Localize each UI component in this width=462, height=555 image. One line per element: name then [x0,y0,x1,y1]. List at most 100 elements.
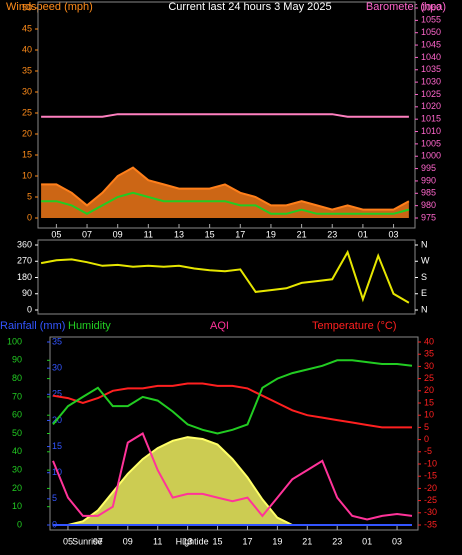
x-tick-label: 01 [362,536,372,546]
x-tick-label: 15 [213,536,223,546]
y2-tick-label: -35 [424,519,437,529]
y2-tick-label: 40 [424,336,434,346]
y2-tick-label: 30 [424,361,434,371]
x-tick-label: 17 [235,229,245,239]
y2-tick-label: 1025 [421,89,441,99]
y2-tick-label: -10 [424,458,437,468]
y2-axis-title: Barometer (hpa) [366,1,446,13]
y2-tick-label: -20 [424,483,437,493]
aqi-label: AQI [210,320,229,332]
y2-tick-label: 0 [424,434,429,444]
y3-tick-label: 25 [52,389,62,399]
x-tick-label: 03 [389,229,399,239]
temperature-axis-title: Temperature (°C) [312,320,396,332]
y3-tick-label: 35 [52,336,62,346]
annotation: Sunrise [72,536,103,546]
x-tick-label: 07 [82,229,92,239]
y2-tick-label: 1015 [421,114,441,124]
y-tick-label: 270 [17,256,32,266]
y2-tick-label: 1035 [421,64,441,74]
y-tick-label: 80 [12,373,22,383]
y-tick-label: 5 [27,191,32,201]
x-tick-label: 05 [51,229,61,239]
y2-tick-label: 1055 [421,15,441,25]
y-tick-label: 40 [22,44,32,54]
y-tick-label: 40 [12,446,22,456]
x-tick-label: 21 [302,536,312,546]
y-tick-label: 50 [22,2,32,12]
y2-tick-label: 1030 [421,76,441,86]
x-tick-label: 19 [266,229,276,239]
y2-tick-label: 975 [421,212,436,222]
y2-tick-label: N [421,239,428,249]
series-line [52,432,413,521]
x-tick-label: 15 [205,229,215,239]
x-tick-label: 01 [358,229,368,239]
y2-tick-label: 990 [421,175,436,185]
y-tick-label: 35 [22,65,32,75]
y-tick-label: 20 [12,483,22,493]
y2-tick-label: E [421,288,427,298]
plot-frame [37,1,416,229]
series-line [40,249,410,304]
annotation: Hightide [176,536,209,546]
y2-tick-label: 35 [424,349,434,359]
series-line [52,382,412,429]
y-tick-label: 90 [12,355,22,365]
y2-tick-label: 985 [421,188,436,198]
y-tick-label: 0 [17,519,22,529]
y3-tick-label: 5 [52,493,57,503]
y-tick-label: 45 [22,23,32,33]
x-tick-label: 07 [93,536,103,546]
y2-tick-label: -25 [424,495,437,505]
x-tick-label: 09 [123,536,133,546]
x-tick-label: 09 [113,229,123,239]
series-area [52,437,413,525]
y-tick-label: 30 [12,464,22,474]
y3-tick-label: 30 [52,363,62,373]
y2-tick-label: 1045 [421,39,441,49]
x-tick-label: 11 [153,536,162,546]
x-tick-label: 17 [242,536,252,546]
y2-tick-label: 1040 [421,52,441,62]
y2-tick-label: 1010 [421,126,441,136]
y2-tick-label: 1000 [421,151,441,161]
y-tick-label: 90 [22,288,32,298]
x-tick-label: 13 [174,229,184,239]
x-tick-label: 05 [63,536,73,546]
series-line [52,359,413,435]
y-tick-label: 100 [7,336,22,346]
y-axis-title: Windspeed (mph) [6,1,93,13]
y2-tick-label: 995 [421,163,436,173]
plot-frame [37,239,416,315]
y-tick-label: 10 [22,170,32,180]
humidity-axis-title: Humidity [68,320,111,332]
x-tick-label: 19 [272,536,282,546]
y2-tick-label: 10 [424,410,434,420]
series-line [41,166,410,211]
y2-tick-label: -5 [424,446,432,456]
y-tick-label: 25 [22,107,32,117]
y2-tick-label: -30 [424,507,437,517]
y2-tick-label: 15 [424,397,434,407]
y-tick-label: 30 [22,86,32,96]
x-tick-label: 11 [144,229,153,239]
y2-tick-label: 1060 [421,2,441,12]
y2-tick-label: 5 [424,422,429,432]
y2-tick-label: 1005 [421,138,441,148]
series-area [41,167,409,218]
y2-tick-label: N [421,304,428,314]
y-tick-label: 70 [12,391,22,401]
y-tick-label: 20 [22,128,32,138]
x-tick-label: 23 [327,229,337,239]
y2-tick-label: 1020 [421,101,441,111]
y2-tick-label: 25 [424,373,434,383]
y-tick-label: 180 [17,272,32,282]
series-line [41,113,409,118]
y-tick-label: 10 [12,501,22,511]
y2-tick-label: W [421,256,430,266]
y-tick-label: 15 [22,149,32,159]
y2-tick-label: 1050 [421,27,441,37]
y-tick-label: 0 [27,304,32,314]
